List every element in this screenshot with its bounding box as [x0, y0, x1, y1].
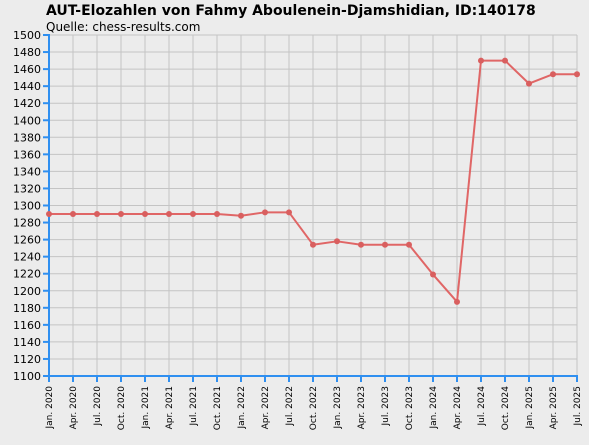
x-tick-label: Apr. 2025 [549, 386, 559, 429]
y-tick-label: 1200 [13, 285, 41, 298]
y-tick-label: 1460 [13, 63, 41, 76]
series [46, 57, 580, 305]
y-tick-label: 1360 [13, 148, 41, 161]
data-point [46, 211, 52, 218]
x-tick-label: Oct. 2023 [405, 386, 415, 430]
data-point [334, 238, 340, 245]
chart-subtitle: Quelle: chess-results.com [46, 20, 201, 34]
data-point [70, 211, 76, 218]
x-tick-label: Apr. 2024 [453, 386, 463, 430]
y-tick-label: 1300 [13, 200, 41, 213]
y-tick-label: 1480 [13, 46, 41, 59]
data-point [454, 298, 460, 305]
x-tick-label: Jul. 2021 [189, 386, 199, 427]
x-tick-label: Jul. 2023 [381, 386, 391, 427]
x-tick-label: Oct. 2022 [309, 386, 319, 430]
y-tick-label: 1240 [13, 251, 41, 264]
y-tick-label: 1220 [13, 268, 41, 281]
data-point [358, 241, 364, 248]
y-tick-label: 1340 [13, 165, 41, 178]
y-tick-label: 1260 [13, 234, 41, 247]
data-point [310, 241, 316, 248]
x-tick-label: Jul. 2025 [573, 386, 583, 427]
y-tick-label: 1500 [13, 29, 41, 42]
data-point [214, 211, 220, 218]
y-tick-label: 1100 [13, 370, 41, 383]
x-tick-label: Apr. 2022 [261, 386, 271, 429]
data-point [238, 212, 244, 219]
x-tick-label: Jan. 2023 [333, 386, 343, 430]
x-tick-label: Apr. 2023 [357, 386, 367, 429]
axes [43, 34, 578, 382]
data-point [382, 241, 388, 248]
tick-labels: 1100 1120 1140 1160 1180 1200 1220 1240 1260 1280… [13, 29, 583, 430]
x-tick-label: Jan. 2021 [141, 386, 151, 430]
x-tick-label: Oct. 2024 [501, 386, 511, 430]
y-tick-label: 1320 [13, 182, 41, 195]
grid [48, 34, 578, 377]
x-tick-label: Jan. 2022 [237, 386, 247, 430]
chart-title: AUT-Elozahlen von Fahmy Aboulenein-Djams… [46, 3, 536, 19]
data-point [262, 209, 268, 216]
data-point [550, 71, 556, 78]
data-point [118, 211, 124, 218]
x-tick-label: Oct. 2021 [213, 386, 223, 430]
x-tick-label: Apr. 2021 [165, 386, 175, 429]
y-tick-label: 1120 [13, 353, 41, 366]
y-tick-label: 1160 [13, 319, 41, 332]
y-tick-label: 1380 [13, 131, 41, 144]
data-point [286, 209, 292, 216]
data-point [478, 57, 484, 64]
data-point [166, 211, 172, 218]
x-tick-label: Apr. 2020 [69, 386, 79, 430]
y-tick-label: 1420 [13, 97, 41, 110]
data-point [190, 211, 196, 218]
data-point [406, 241, 412, 248]
x-tick-label: Jul. 2022 [285, 386, 295, 427]
y-tick-label: 1140 [13, 336, 41, 349]
x-tick-label: Jan. 2020 [45, 386, 55, 430]
data-point [94, 211, 100, 218]
data-point [502, 57, 508, 64]
y-tick-label: 1280 [13, 217, 41, 230]
x-tick-label: Jul. 2024 [477, 386, 487, 427]
y-tick-label: 1400 [13, 114, 41, 127]
x-tick-label: Jul. 2020 [93, 386, 103, 427]
x-tick-label: Jan. 2025 [525, 386, 535, 430]
y-tick-label: 1440 [13, 80, 41, 93]
x-tick-label: Jan. 2024 [429, 386, 439, 430]
data-point [574, 71, 580, 78]
data-point [142, 211, 148, 218]
x-tick-label: Oct. 2020 [117, 386, 127, 430]
data-point [430, 271, 436, 278]
y-tick-label: 1180 [13, 302, 41, 315]
data-point [526, 80, 532, 87]
